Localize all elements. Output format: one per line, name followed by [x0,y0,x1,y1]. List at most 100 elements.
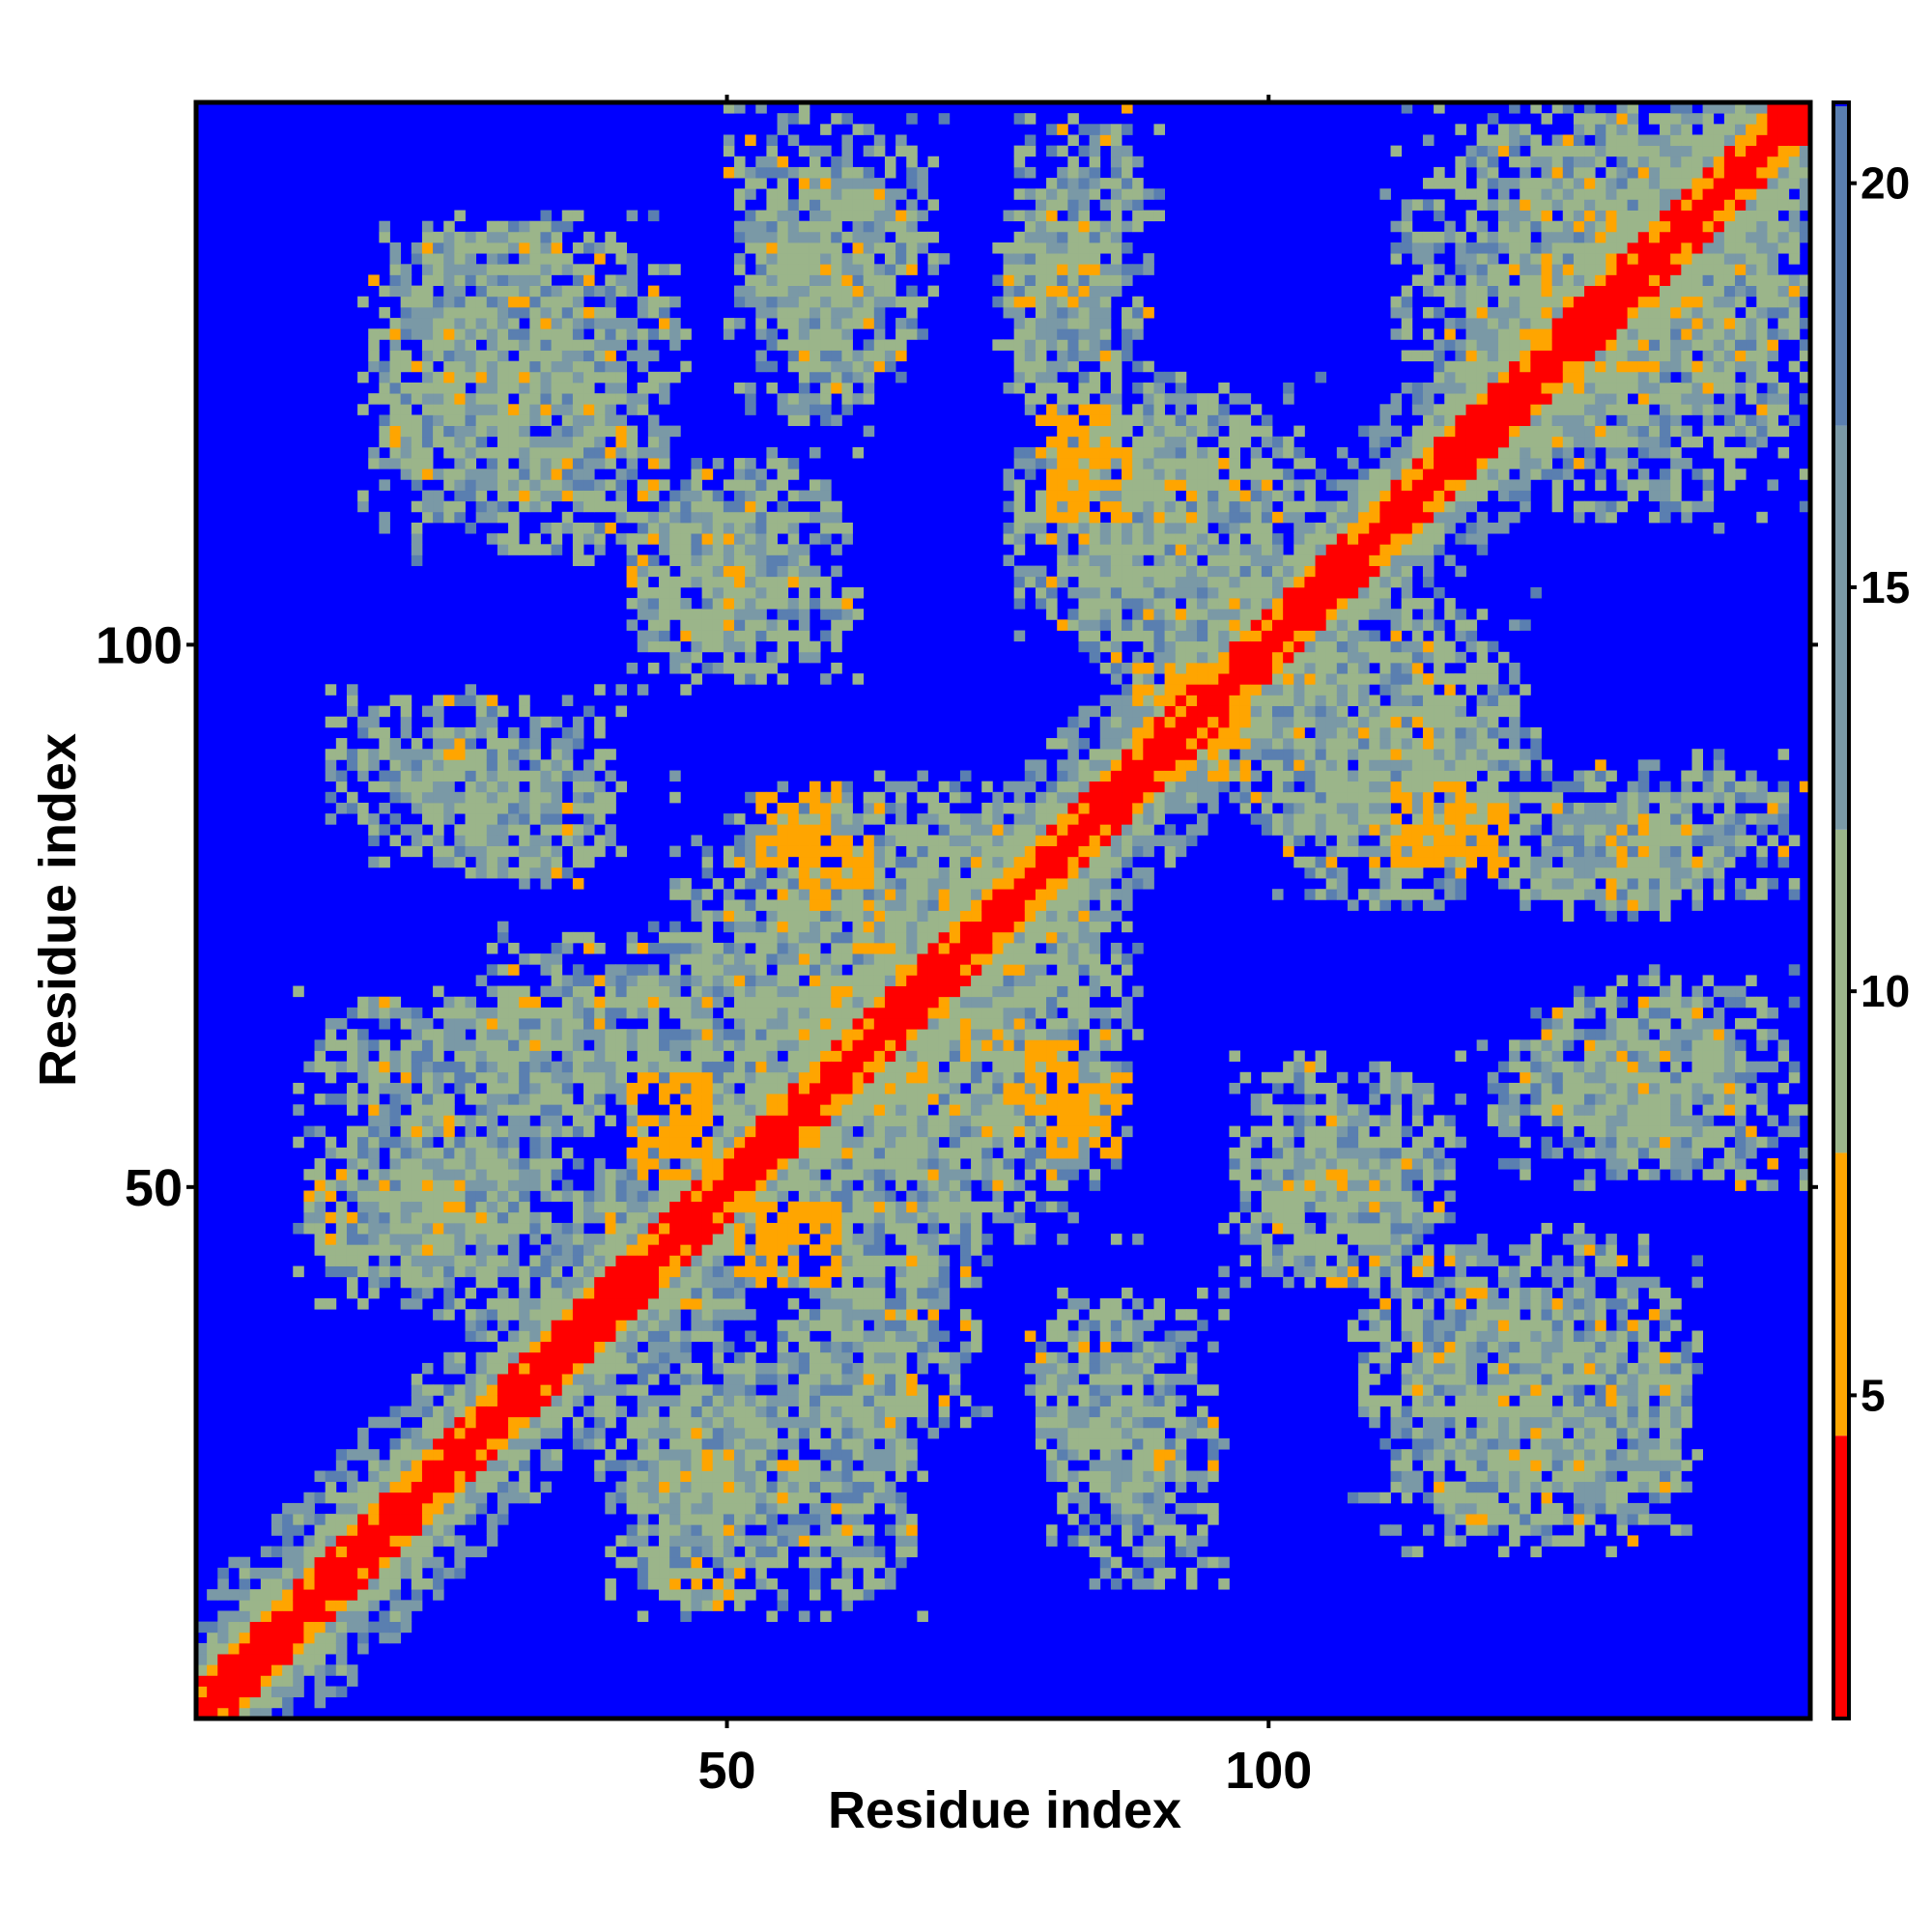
heatmap-cell [508,1460,520,1471]
heatmap-cell [766,824,778,836]
heatmap-cell [852,1406,865,1418]
heatmap-cell [260,1632,272,1644]
heatmap-cell [475,1255,488,1266]
heatmap-cell [605,339,616,351]
heatmap-cell [971,1082,982,1094]
heatmap-cell [379,231,390,243]
heatmap-cell [873,306,886,319]
heatmap-cell [325,749,337,760]
heatmap-cell [540,1362,553,1375]
heatmap-cell [755,1427,767,1439]
heatmap-cell [433,1276,444,1289]
heatmap-cell [411,436,423,448]
heatmap-cell [626,1341,639,1353]
heatmap-cell [734,1309,746,1321]
heatmap-cell [465,1169,477,1180]
heatmap-cell [981,1136,993,1149]
heatmap-cell [971,845,982,858]
heatmap-cell [529,1061,541,1073]
heatmap-cell [605,770,616,782]
heatmap-cell [583,1438,595,1450]
heatmap-cell [766,166,778,179]
heatmap-cell [400,1470,412,1483]
heatmap-cell [841,1211,853,1224]
heatmap-cell [669,1244,681,1256]
heatmap-cell [529,996,541,1009]
heatmap-cell [282,1589,294,1601]
heatmap-cell [691,953,702,965]
heatmap-cell [572,1265,584,1278]
heatmap-cell [497,867,509,879]
heatmap-cell [475,360,488,373]
heatmap-cell [841,1104,853,1116]
heatmap-cell [680,1600,692,1611]
heatmap-cell [669,1265,681,1278]
heatmap-cell [712,1470,724,1483]
heatmap-cell [841,878,853,890]
heatmap-cell [873,889,886,900]
heatmap-cell [508,1406,520,1418]
heatmap-cell [723,1061,735,1073]
heatmap-cell [841,1320,853,1331]
heatmap-cell [777,1125,789,1138]
heatmap-cell [766,1406,778,1418]
heatmap-cell [927,985,940,998]
heatmap-cell [217,1589,229,1601]
heatmap-cell [766,1438,778,1450]
heatmap-cell [895,1125,907,1138]
heatmap-cell [594,404,606,415]
heatmap-cell [873,1276,886,1289]
heatmap-cell [852,242,865,254]
heatmap-cell [486,1351,498,1364]
heatmap-cell [831,253,842,265]
heatmap-cell [884,1502,896,1515]
heatmap-cell [572,318,584,329]
heatmap-cell [282,1642,294,1655]
heatmap-cell [691,1029,702,1040]
heatmap-cell [270,1632,283,1644]
heatmap-cell [368,1222,380,1235]
heatmap-cell [551,1351,563,1364]
heatmap-cell [465,695,477,706]
heatmap-cell [519,306,530,319]
heatmap-cell [486,1104,498,1116]
heatmap-cell [357,1556,369,1569]
heatmap-cell [626,964,639,976]
heatmap-cell [755,889,767,900]
heatmap-cell [540,382,553,394]
heatmap-cell [766,1427,778,1439]
heatmap-cell [314,1190,327,1203]
heatmap-cell [637,1234,649,1245]
heatmap-cell [217,1642,229,1655]
heatmap-cell [906,1007,918,1019]
heatmap-cell [863,1427,875,1439]
heatmap-cell [454,791,466,804]
heatmap-cell [368,1535,380,1547]
heatmap-cell [239,1707,251,1719]
heatmap-cell [820,360,832,373]
heatmap-cell [863,1071,875,1084]
heatmap-cell [852,1029,865,1040]
heatmap-cell [959,1179,972,1191]
heatmap-cell [766,490,778,502]
heatmap-cell [766,199,778,211]
heatmap-cell [411,1470,423,1483]
heatmap-cell [755,1556,767,1569]
heatmap-cell [572,1234,584,1245]
heatmap-cell [389,1578,402,1590]
heatmap-cell [766,1610,778,1623]
heatmap-cell [701,1460,714,1471]
heatmap-cell [647,565,660,578]
heatmap-cell [529,1125,541,1138]
heatmap-cell [734,166,746,179]
heatmap-cell [454,738,466,750]
heatmap-cell [701,1094,714,1105]
heatmap-cell [884,1416,896,1429]
heatmap-cell [443,446,455,459]
heatmap-cell [723,511,735,524]
heatmap-cell [561,985,574,998]
heatmap-cell [583,522,595,534]
heatmap-cell [443,1362,455,1375]
heatmap-cell [540,318,553,329]
heatmap-cell [475,749,488,760]
